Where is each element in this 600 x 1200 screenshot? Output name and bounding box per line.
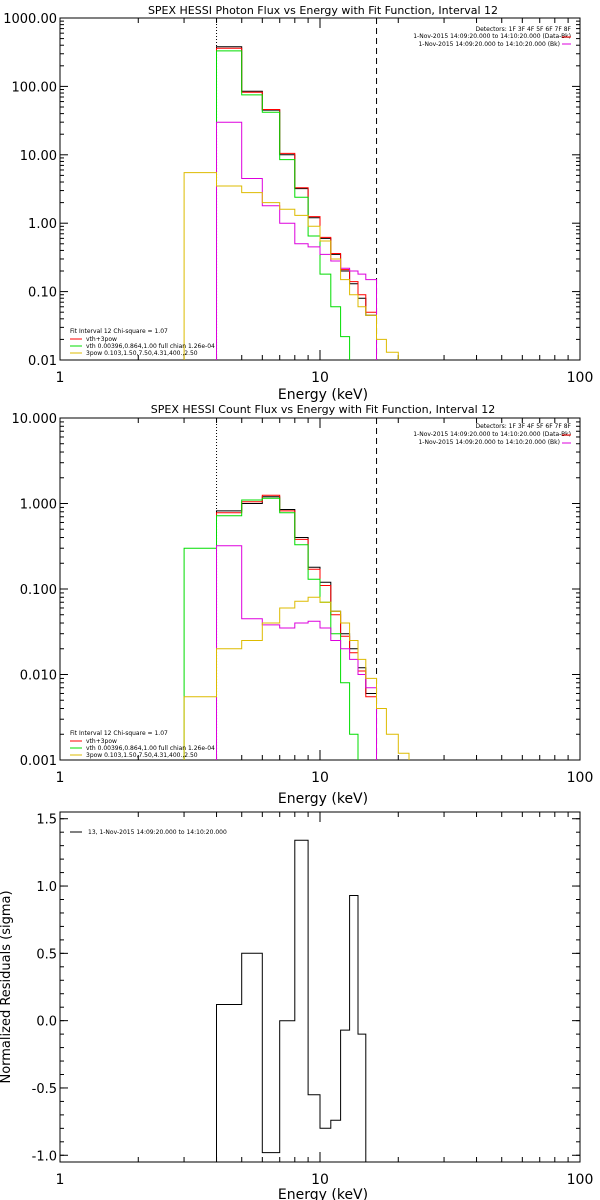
count-flux-xtick-label: 100 xyxy=(567,770,594,786)
residuals-panel: -1.0-0.50.00.51.01.51 10 100 Energy (keV) … xyxy=(0,811,594,1200)
count-flux-3pow-label: 3pow 0.103,1.50,7.50,4.31,400.,2.50 xyxy=(86,752,198,759)
count-flux-vth-label: vth 0.00396,0.864,1.00 full chian 1.26e-… xyxy=(86,745,215,752)
residuals-ytick-label: 0.5 xyxy=(36,947,57,962)
residuals-ytick-label: 1.5 xyxy=(36,813,57,828)
photon-flux-ytick-label: 0.10 xyxy=(28,286,57,301)
photon-flux-ytick-label: 100.00 xyxy=(12,80,58,95)
residuals-ytick-label: 1.0 xyxy=(36,880,57,895)
count-flux-panel: SPEX HESSI Count Flux vs Energy with Fit… xyxy=(12,403,594,807)
residuals-ytick-label: -1.0 xyxy=(32,1149,57,1164)
photon-flux-xtick-label: 100 xyxy=(567,370,594,386)
residuals-series-0 xyxy=(216,839,367,1162)
count-flux-ytick-label: 1.000 xyxy=(20,498,57,513)
residuals-marks: -1.0 -0.5 0.0 0.5 1.0 1.5 1 10 100 xyxy=(32,812,594,1188)
residuals-ytick-label: -0.5 xyxy=(32,1082,57,1097)
photon-flux-series-4 xyxy=(183,172,399,360)
count-flux-xtick-label: 1 xyxy=(56,770,65,786)
photon-flux-detectors-label: Detectors: 1F 3F 4F 5F 6F 7F 8F xyxy=(475,26,571,33)
count-flux-detectors-label: Detectors: 1F 3F 4F 5F 6F 7F 8F xyxy=(475,423,571,430)
count-flux-fit-model-label: vth+3pow xyxy=(86,738,117,745)
count-flux-ytick-label: 0.100 xyxy=(20,583,57,598)
count-flux-series-2 xyxy=(183,497,359,760)
photon-flux-xtick-label: 1 xyxy=(56,370,65,386)
count-flux-data-bk-label: 1-Nov-2015 14:09:20.000 to 14:10:20.000 … xyxy=(413,431,571,438)
residuals-xtick-label: 10 xyxy=(311,1172,329,1188)
photon-flux-data-bk-label: 1-Nov-2015 14:09:20.000 to 14:10:20.000 … xyxy=(413,33,571,40)
count-flux-series-3 xyxy=(216,545,377,760)
count-flux-xtick-label: 10 xyxy=(311,770,329,786)
photon-flux-ytick-label: 0.01 xyxy=(28,354,57,369)
photon-flux-vth-label: vth 0.00396,0.864,1.00 full chian 1.26e-… xyxy=(86,343,215,350)
residuals-ytick-label: 0.0 xyxy=(36,1015,57,1030)
photon-flux-3pow-label: 3pow 0.103,1.50,7.50,4.31,400.,2.50 xyxy=(86,350,198,357)
photon-flux-title: SPEX HESSI Photon Flux vs Energy with Fi… xyxy=(148,4,498,17)
residuals-legend-label: 13, 1-Nov-2015 14:09:20.000 to 14:10:20.… xyxy=(88,829,227,836)
photon-flux-xtick-label: 10 xyxy=(311,370,329,386)
count-flux-bk-label: 1-Nov-2015 14:09:20.000 to 14:10:20.000 … xyxy=(418,439,560,446)
photon-flux-ytick-label: 1.00 xyxy=(28,217,57,232)
count-flux-series-4 xyxy=(183,596,410,760)
count-flux-title: SPEX HESSI Count Flux vs Energy with Fit… xyxy=(151,403,495,416)
residuals-x-axis-label: Energy (keV) xyxy=(278,1187,368,1200)
photon-flux-panel: SPEX HESSI Photon Flux vs Energy with Fi… xyxy=(3,4,593,403)
photon-flux-ytick-label: 1000.00 xyxy=(3,12,57,27)
photon-flux-series-3 xyxy=(216,121,377,360)
count-flux-marks: 0.001 0.010 0.100 1.000 10.000 1 10 100 xyxy=(12,412,594,786)
count-flux-ytick-label: 10.000 xyxy=(12,412,58,427)
count-flux-x-axis-label: Energy (keV) xyxy=(278,791,368,807)
photon-flux-series-2 xyxy=(216,50,351,360)
photon-flux-x-axis-label: Energy (keV) xyxy=(278,387,368,403)
photon-flux-ytick-label: 10.00 xyxy=(20,149,57,164)
count-flux-ytick-label: 0.001 xyxy=(20,754,57,769)
photon-flux-bk-label: 1-Nov-2015 14:09:20.000 to 14:10:20.000 … xyxy=(418,41,560,48)
photon-flux-fit-interval-label: Fit Interval 12 Chi-square = 1.07 xyxy=(70,328,168,335)
residuals-xtick-label: 1 xyxy=(56,1172,65,1188)
count-flux-fit-interval-label: Fit Interval 12 Chi-square = 1.07 xyxy=(70,730,168,737)
residuals-y-axis-label: Normalized Residuals (sigma) xyxy=(0,890,14,1083)
count-flux-ytick-label: 0.010 xyxy=(20,669,57,684)
photon-flux-fit-model-label: vth+3pow xyxy=(86,336,117,343)
residuals-xtick-label: 100 xyxy=(567,1172,594,1188)
photon-flux-marks: 0.01 0.10 1.00 10.00 100.00 1000.00 1 10 100 xyxy=(3,12,593,386)
